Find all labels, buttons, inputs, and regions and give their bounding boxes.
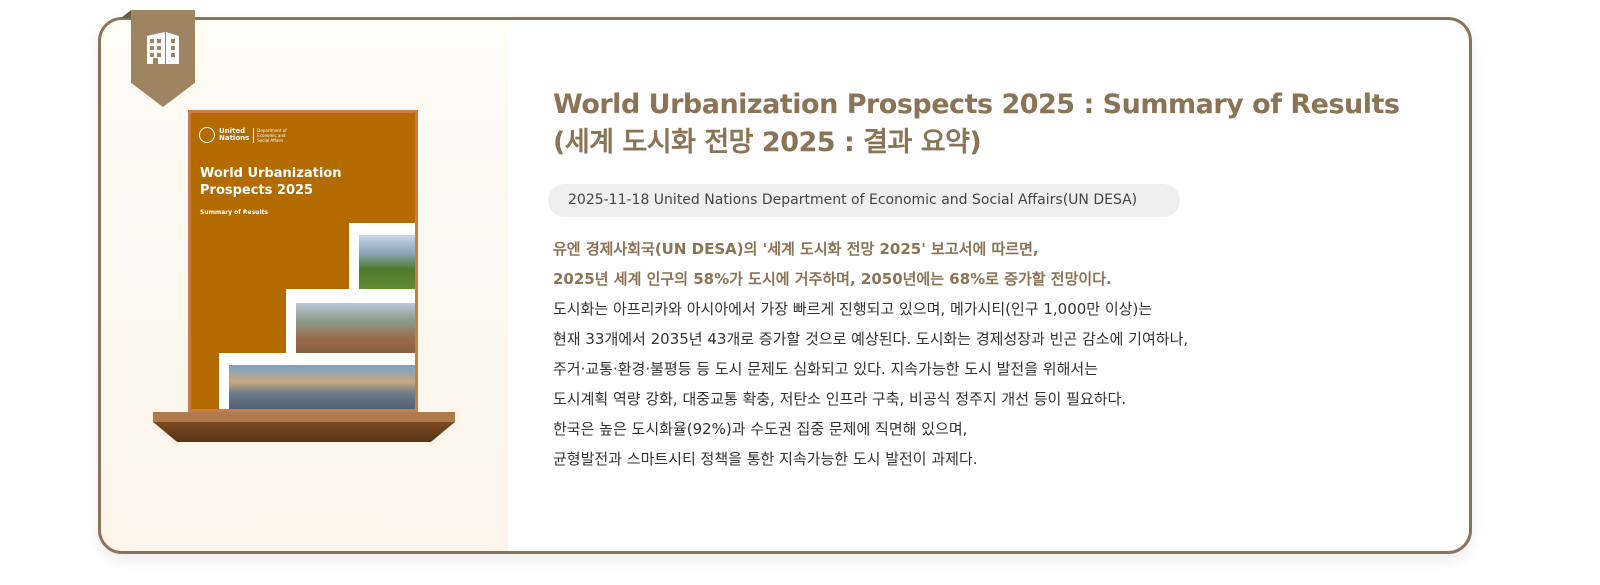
org-name: United — [219, 127, 246, 135]
building-icon — [147, 32, 179, 64]
cover-photo — [219, 353, 415, 409]
dept-name: Department of Economic and Social Affair… — [253, 127, 297, 143]
shelf — [153, 412, 455, 422]
body-line: 도시계획 역량 강화, 대중교통 확충, 저탄소 인프라 구축, 비공식 정주지… — [553, 390, 1127, 408]
un-logo: United Nations Department of Economic and… — [199, 127, 297, 143]
cover-title: World Urbanization Prospects 2025 — [200, 166, 342, 198]
cover-subtitle: Summary of Results — [200, 209, 268, 216]
ribbon-fold — [121, 10, 131, 18]
highlight-line: 유엔 경제사회국(UN DESA)의 '세계 도시화 전망 2025' 보고서에… — [553, 240, 1039, 258]
title-ko: (세계 도시화 전망 2025 : 결과 요약) — [553, 127, 982, 158]
body-line: 균형발전과 스마트시티 정책을 통한 지속가능한 도시 발전이 과제다. — [553, 450, 978, 468]
report-cover[interactable]: United Nations Department of Economic and… — [188, 110, 418, 412]
report-meta: 2025-11-18 United Nations Department of … — [548, 184, 1180, 217]
org-name: Nations — [219, 134, 250, 142]
report-summary: 유엔 경제사회국(UN DESA)의 '세계 도시화 전망 2025' 보고서에… — [553, 234, 1188, 474]
body-line: 도시화는 아프리카와 아시아에서 가장 빠르게 진행되고 있으며, 메가시티(인… — [553, 300, 1153, 318]
body-line: 주거·교통·환경·불평등 등 도시 문제도 심화되고 있다. 지속가능한 도시 … — [553, 360, 1098, 378]
body-line: 한국은 높은 도시화율(92%)과 수도권 집중 문제에 직면해 있으며, — [553, 420, 968, 438]
body-line: 현재 33개에서 2035년 43개로 증가할 것으로 예상된다. 도시화는 경… — [553, 330, 1189, 348]
category-ribbon — [131, 10, 195, 107]
highlight-line: 2025년 세계 인구의 58%가 도시에 거주하며, 2050년에는 68%로… — [553, 270, 1112, 288]
un-emblem-icon — [199, 127, 215, 143]
shelf-base — [153, 422, 455, 442]
title-en: World Urbanization Prospects 2025 : Summ… — [553, 89, 1400, 120]
report-title: World Urbanization Prospects 2025 : Summ… — [553, 86, 1400, 162]
